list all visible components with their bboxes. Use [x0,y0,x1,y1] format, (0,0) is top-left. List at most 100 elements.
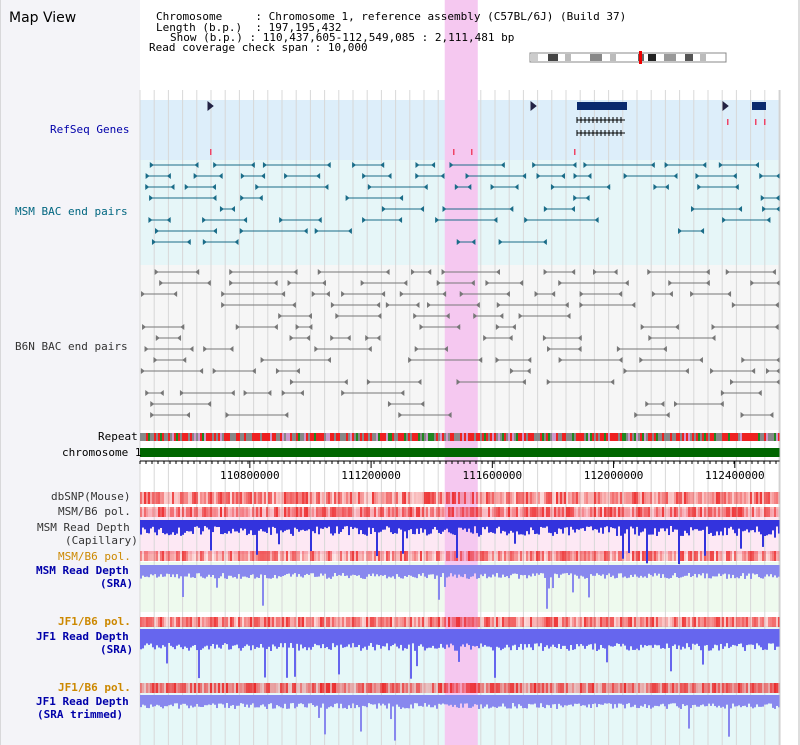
b6n-bac-end [177,335,182,341]
pol-strip-cell [502,617,504,627]
pol-strip-cell [192,617,194,627]
depth-bar [208,520,210,530]
depth-bar [618,520,620,527]
depth-bar [158,565,160,577]
pol-strip-cell [472,683,474,693]
repeat-segment [654,433,656,441]
depth-bar [232,695,234,706]
pol-strip-cell [166,507,168,517]
pol-strip-cell [312,551,314,561]
depth-bar [668,565,670,579]
pol-strip-cell [664,492,666,504]
depth-bar [434,520,436,527]
depth-bar [680,565,682,578]
depth-bar [320,565,322,574]
pol-strip-cell [578,551,580,561]
pol-strip-cell [178,492,180,504]
b6n-bac-end [771,269,776,275]
jf1-pol-trim-track-label[interactable]: JF1/B6 pol. [58,681,131,694]
pol-strip-cell [422,551,424,561]
depth-bar [164,629,166,647]
pol-strip-cell [470,492,472,504]
pol-strip-cell [654,492,656,504]
depth-bar [440,629,442,644]
show-value: 110,437,605-112,549,085 : 2,111,481 bp [262,31,515,44]
pol-strip-cell [180,551,182,561]
pol-strip-cell [358,683,360,693]
depth-bar [240,629,242,651]
pol-strip-cell [216,507,218,517]
depth-bar [198,520,200,528]
pol-strip-cell [364,507,366,517]
depth-bar [552,695,554,705]
pol-strip-cell [168,617,170,627]
repeat-segment [222,433,224,441]
msm-pol-sra-track-label[interactable]: MSM/B6 pol. [58,550,131,563]
depth-bar [164,565,166,577]
depth-bar [740,695,742,708]
depth-bar [186,520,188,532]
pol-strip-cell [498,492,500,504]
repeat-segment [478,433,480,441]
refseq-track-label[interactable]: RefSeq Genes [50,123,130,136]
msm-bac-track-label[interactable]: MSM BAC end pairs [15,205,128,218]
repeat-segment [730,433,732,441]
depth-bar [724,565,726,574]
pol-strip-cell [440,492,442,504]
pol-strip-cell [326,617,328,627]
depth-bar [536,629,538,644]
b6n-bac-track-label[interactable]: B6N BAC end pairs [15,340,128,353]
pol-strip-cell [378,617,380,627]
pol-strip-cell [664,617,666,627]
pol-strip-cell [744,507,746,517]
jf1-depth-label-1[interactable]: JF1 Read Depth [36,630,129,643]
repeat-segment [652,433,654,441]
jf1-depth-trim-label-1[interactable]: JF1 Read Depth [36,695,129,708]
msm-bac-end [673,173,678,179]
pol-strip-cell [430,683,432,693]
depth-bar [380,695,382,706]
pol-strip-cell [190,492,192,504]
depth-bar [686,565,688,576]
dbsnp-track-label[interactable]: dbSNP(Mouse) [51,490,131,503]
jf1-pol-track-label[interactable]: JF1/B6 pol. [58,615,131,628]
depth-bar [594,629,596,644]
depth-bar [552,565,554,589]
repeat-segment [228,433,230,441]
pol-strip-cell [528,617,530,627]
depth-bar [442,695,444,704]
depth-bar [648,629,650,646]
pol-strip-cell [342,507,344,517]
repeat-segment [466,433,468,441]
pol-strip-cell [248,551,250,561]
depth-bar [582,695,584,706]
pol-strip-cell [288,617,290,627]
pol-strip-cell [758,617,760,627]
depth-bar [490,695,492,708]
depth-bar [530,629,532,648]
pol-strip-cell [610,617,612,627]
pol-strip-cell [682,492,684,504]
msm-bac-end [279,217,284,223]
pol-strip-cell [246,492,248,504]
msm-depth-cap-label-1[interactable]: MSM Read Depth [37,521,130,534]
depth-bar [708,565,710,579]
pol-strip-cell [424,507,426,517]
pol-strip-cell [508,492,510,504]
depth-bar [630,695,632,708]
msm-depth-sra-label-1[interactable]: MSM Read Depth [36,564,129,577]
msm-pol-track-label[interactable]: MSM/B6 pol. [58,505,131,518]
b6n-bac-end [273,280,278,286]
pol-strip-cell [636,492,638,504]
depth-bar [580,695,582,706]
depth-bar [236,565,238,579]
depth-bar [448,565,450,577]
repeat-segment [298,433,300,441]
pol-strip-cell [676,492,678,504]
depth-bar [524,520,526,536]
depth-bar [356,695,358,706]
depth-bar [606,695,608,704]
depth-bar [416,520,418,529]
depth-bar [174,520,176,535]
pol-strip-cell [412,683,414,693]
